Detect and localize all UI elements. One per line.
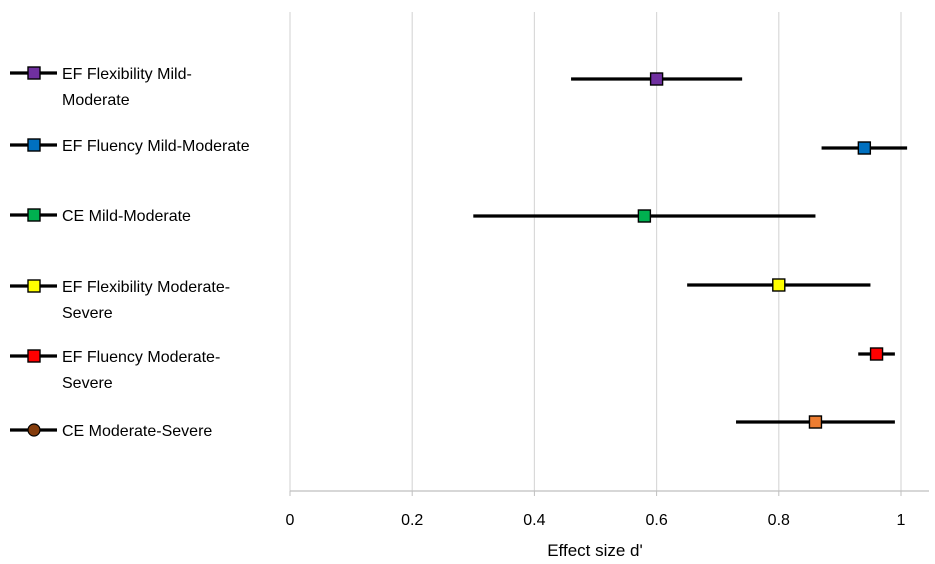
x-tick-label: 0.8 [768, 512, 790, 529]
legend-label: CE Mild-Moderate [62, 208, 191, 225]
x-axis: 0 0.2 0.4 0.6 0.8 1 [286, 12, 929, 529]
point-marker [772, 278, 786, 292]
legend-item-5: EF Fluency Moderate- Severe [10, 349, 220, 392]
legend-marker [27, 208, 41, 222]
x-tick-label: 0 [286, 512, 295, 529]
x-tick-label: 1 [897, 512, 906, 529]
series-3 [473, 209, 816, 223]
point-marker [857, 141, 872, 155]
legend-marker [27, 66, 41, 80]
data-series [473, 72, 908, 429]
point-marker [869, 347, 884, 361]
series-4 [687, 278, 871, 292]
x-axis-label: Effect size d' [547, 541, 643, 560]
series-6 [736, 415, 895, 429]
point-marker [808, 415, 823, 429]
legend-marker [27, 423, 41, 437]
legend-item-6: CE Moderate-Severe [10, 423, 212, 440]
series-1 [571, 72, 743, 86]
series-2 [821, 141, 908, 155]
legend-marker [27, 349, 41, 363]
legend-label: EF Fluency Moderate- [62, 349, 220, 366]
legend-label: CE Moderate-Severe [62, 423, 212, 440]
legend-item-1: EF Flexibility Mild- Moderate [10, 66, 192, 109]
series-5 [858, 347, 895, 361]
legend-label: Severe [62, 375, 113, 392]
legend-marker [27, 138, 41, 152]
x-tick-label: 0.6 [645, 512, 667, 529]
legend-item-2: EF Fluency Mild-Moderate [10, 138, 250, 155]
legend-item-4: EF Flexibility Moderate- Severe [10, 279, 230, 322]
legend-item-3: CE Mild-Moderate [10, 208, 191, 225]
legend-label: EF Flexibility Mild- [62, 66, 192, 83]
x-tick-label: 0.4 [523, 512, 545, 529]
legend-label: Severe [62, 305, 113, 322]
legend-label: Moderate [62, 92, 130, 109]
point-marker [637, 209, 652, 223]
legend-label: EF Flexibility Moderate- [62, 279, 230, 296]
x-tick-label: 0.2 [401, 512, 423, 529]
point-marker [649, 72, 664, 86]
legend: EF Flexibility Mild- Moderate EF Fluency M… [10, 66, 250, 440]
gridlines [411, 12, 902, 491]
legend-label: EF Fluency Mild-Moderate [62, 138, 250, 155]
legend-marker [27, 279, 41, 293]
